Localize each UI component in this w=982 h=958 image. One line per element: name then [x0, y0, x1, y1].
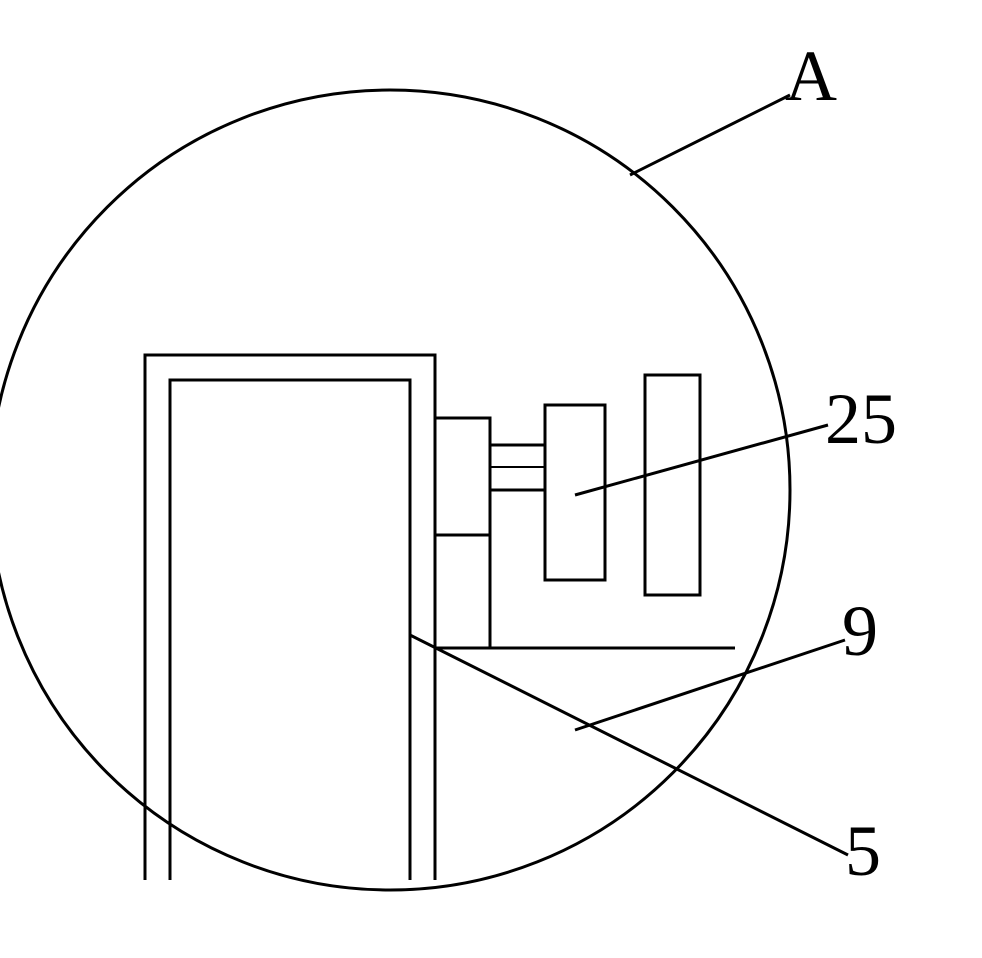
- block-outer: [645, 375, 700, 595]
- label-5: 5: [845, 810, 881, 893]
- leader-line-a: [630, 95, 790, 175]
- door-frame-inner: [170, 380, 410, 880]
- diagram-svg: [0, 0, 982, 958]
- label-9: 9: [842, 590, 878, 673]
- diagram-detail-view: A 25 9 5: [0, 0, 982, 958]
- door-frame-outer: [145, 355, 435, 880]
- label-25: 25: [825, 378, 897, 461]
- leader-line-5: [410, 635, 848, 855]
- block-middle: [545, 405, 605, 580]
- leader-line-9: [575, 640, 845, 730]
- vertical-bar: [435, 418, 490, 648]
- label-a: A: [785, 35, 837, 118]
